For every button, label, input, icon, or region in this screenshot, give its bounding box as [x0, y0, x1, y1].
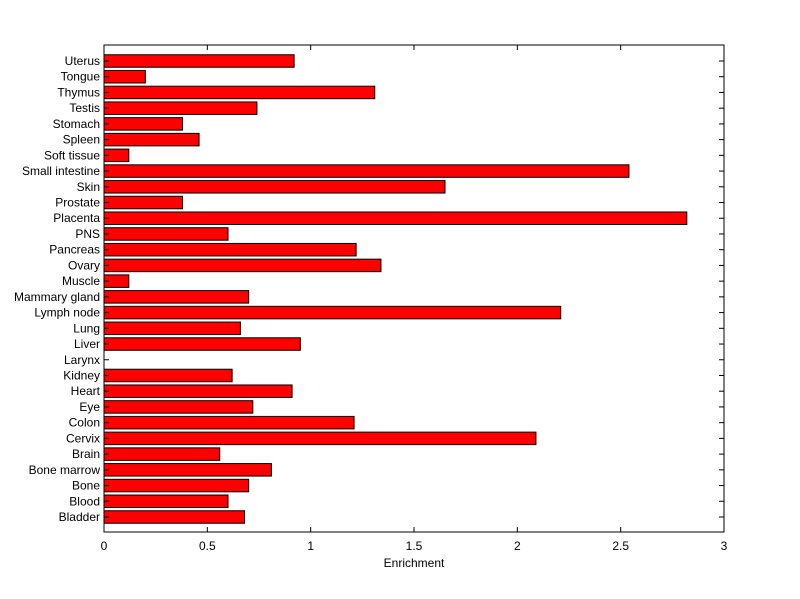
- bar-mammary-gland: [103, 290, 250, 304]
- x-tick-label: 1: [307, 539, 314, 553]
- bar-uterus: [103, 54, 295, 68]
- y-tick-label-pancreas: Pancreas: [49, 243, 100, 257]
- bar-spleen: [103, 132, 200, 147]
- bar-placenta: [103, 211, 688, 225]
- y-tick-label-kidney: Kidney: [63, 368, 100, 382]
- y-tick-label-lung: Lung: [73, 321, 100, 335]
- y-tick-label-skin: Skin: [77, 180, 100, 194]
- y-tick-label-cervix: Cervix: [66, 431, 100, 445]
- bar-pns: [103, 227, 229, 241]
- bar-bone-marrow: [103, 463, 272, 477]
- y-tick-label-colon: Colon: [69, 416, 100, 430]
- y-tick-label-stomach: Stomach: [53, 117, 100, 131]
- bar-ovary: [103, 258, 382, 273]
- y-tick-label-mammary-gland: Mammary gland: [14, 290, 100, 304]
- y-tick-label-lymph-node: Lymph node: [34, 306, 100, 320]
- y-tick-label-bone-marrow: Bone marrow: [29, 463, 101, 477]
- y-tick-label-spleen: Spleen: [63, 133, 100, 147]
- bar-prostate: [103, 195, 184, 210]
- x-tick-label: 0.5: [199, 539, 216, 553]
- y-tick-label-soft-tissue: Soft tissue: [44, 148, 100, 162]
- y-tick-label-placenta: Placenta: [53, 211, 100, 225]
- y-tick-label-thymus: Thymus: [57, 85, 100, 99]
- y-tick-label-bone: Bone: [72, 479, 100, 493]
- bar-small-intestine: [103, 164, 630, 178]
- y-tick-label-blood: Blood: [69, 494, 100, 508]
- x-tick-label: 1.5: [406, 539, 423, 553]
- y-tick-label-small-intestine: Small intestine: [22, 164, 100, 178]
- y-tick-label-ovary: Ovary: [68, 258, 100, 272]
- y-tick-label-brain: Brain: [72, 447, 100, 461]
- y-tick-label-larynx: Larynx: [64, 353, 100, 367]
- y-tick-label-tongue: Tongue: [61, 70, 101, 84]
- bar-thymus: [103, 85, 376, 100]
- bar-kidney: [103, 368, 233, 383]
- bar-colon: [103, 415, 355, 430]
- y-tick-label-pns: PNS: [75, 227, 100, 241]
- bar-brain: [103, 447, 221, 461]
- x-tick-label: 2: [514, 539, 521, 553]
- y-tick-label-bladder: Bladder: [59, 510, 100, 524]
- bar-bladder: [103, 510, 246, 524]
- bar-blood: [103, 494, 229, 509]
- x-axis-title: Enrichment: [384, 556, 445, 570]
- x-tick-label: 0: [101, 539, 108, 553]
- bar-heart: [103, 384, 293, 398]
- bar-stomach: [103, 117, 184, 131]
- x-tick-label: 2.5: [612, 539, 629, 553]
- bars-group: [103, 54, 688, 524]
- bar-eye: [103, 400, 254, 414]
- bar-lung: [103, 321, 241, 336]
- bar-liver: [103, 337, 301, 351]
- y-tick-label-prostate: Prostate: [55, 196, 100, 210]
- y-tick-label-liver: Liver: [74, 337, 100, 351]
- bar-cervix: [103, 431, 537, 446]
- y-tick-label-testis: Testis: [69, 101, 100, 115]
- bar-lymph-node: [103, 305, 562, 320]
- y-tick-label-eye: Eye: [79, 400, 100, 414]
- x-ticks-group: 0 0.5 1 1.5 2 2.5 3: [101, 45, 728, 553]
- bar-testis: [103, 101, 258, 115]
- y-tick-label-muscle: Muscle: [62, 274, 100, 288]
- bar-bone: [103, 478, 250, 493]
- bar-tongue: [103, 69, 146, 84]
- x-tick-label: 3: [721, 539, 728, 553]
- y-tick-label-heart: Heart: [71, 384, 101, 398]
- y-tick-label-uterus: Uterus: [65, 54, 100, 68]
- bar-pancreas: [103, 242, 357, 257]
- bar-skin: [103, 180, 446, 194]
